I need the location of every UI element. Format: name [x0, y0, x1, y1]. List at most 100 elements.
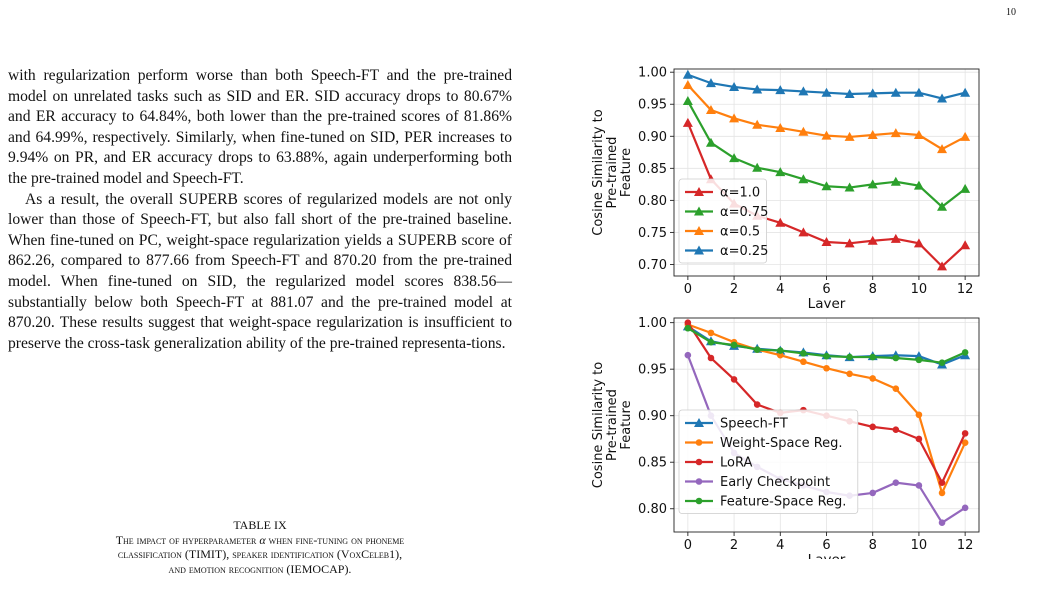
data-point-0-5 — [844, 131, 855, 141]
caption-line-1: The impact of hyperparameter α when fine… — [115, 532, 405, 547]
data-point-0-5 — [867, 130, 878, 140]
x-tick-label: 4 — [776, 282, 784, 297]
legend-label-lora: LoRA — [720, 456, 752, 471]
x-tick-label: 12 — [957, 538, 974, 553]
data-point-1-0 — [775, 217, 786, 227]
data-point-lora — [707, 354, 715, 362]
data-point-0-25 — [937, 93, 948, 103]
data-point-0-75 — [705, 137, 716, 147]
data-point-1-0 — [798, 227, 809, 237]
data-point-weight-space-reg — [846, 370, 853, 378]
data-point-lora — [684, 319, 692, 326]
legend-swatch-marker — [694, 206, 704, 216]
data-point-0-25 — [798, 86, 809, 96]
data-point-lora — [915, 435, 923, 443]
legend-swatch-marker — [695, 497, 703, 505]
data-point-0-25 — [705, 78, 716, 88]
data-point-lora — [961, 430, 969, 437]
data-point-0-5 — [752, 119, 763, 129]
x-tick-label: 12 — [957, 282, 974, 297]
y-tick-label: 0.70 — [638, 258, 667, 273]
data-point-feature-space-reg — [707, 338, 715, 346]
x-tick-label: 0 — [684, 538, 692, 553]
data-point-0-25 — [752, 84, 763, 94]
data-point-0-75 — [729, 153, 740, 163]
data-point-1-0 — [960, 240, 971, 250]
y-axis-label: Cosine Similarity toPre-trainedFeature — [591, 109, 634, 235]
data-point-feature-space-reg — [892, 354, 900, 362]
data-point-0-75 — [775, 167, 786, 177]
x-tick-label: 2 — [730, 538, 738, 553]
paragraph-2: As a result, the overall SUPERB scores o… — [8, 190, 512, 352]
data-point-lora — [892, 426, 900, 433]
data-point-0-25 — [867, 88, 878, 98]
y-axis-label-line: Pre-trained — [605, 137, 620, 209]
data-point-lora — [753, 401, 761, 408]
data-point-feature-space-reg — [961, 349, 969, 356]
legend-label-feature-space-reg: Feature-Space Reg. — [720, 495, 846, 510]
legend-label-speech-ft: Speech-FT — [720, 417, 788, 432]
data-point-1-0 — [682, 117, 693, 127]
data-point-0-5 — [705, 105, 716, 115]
data-point-early-checkpoint — [684, 351, 692, 359]
data-point-0-5 — [937, 144, 948, 154]
y-tick-label: 0.75 — [638, 226, 667, 241]
alpha-symbol: α — [259, 532, 266, 547]
chart-alpha-similarity: 0 2 4 6 8 10 12 0.70 0.75 0.80 0.85 0.90 0.95 1.00 Lay… — [582, 63, 982, 308]
legend-swatch-marker — [695, 439, 703, 446]
x-tick-label: 6 — [822, 538, 830, 553]
y-tick-label: 1.00 — [638, 316, 667, 331]
y-tick-label: 0.85 — [638, 456, 667, 471]
y-tick-label: 0.90 — [638, 409, 667, 424]
x-tick-label: 10 — [911, 538, 928, 553]
data-point-0-25 — [821, 87, 832, 97]
x-axis-label: Layer — [808, 552, 846, 559]
x-tick-label: 10 — [911, 282, 928, 297]
data-point-0-5 — [682, 80, 693, 90]
y-axis-label-line: Pre-trained — [605, 389, 620, 461]
data-point-feature-space-reg — [846, 353, 853, 361]
y-tick-label: 0.85 — [638, 162, 667, 177]
legend-label-0-75: α=0.75 — [720, 205, 768, 220]
legend: α=1.0 α=0.75 α=0.5 α=0.25 — [678, 178, 768, 264]
x-tick-label: 2 — [730, 282, 738, 297]
y-tick-label: 1.00 — [638, 66, 667, 81]
data-point-0-5 — [821, 130, 832, 140]
data-point-0-25 — [682, 69, 693, 79]
data-point-1-0 — [890, 233, 901, 243]
legend-label-1-0: α=1.0 — [720, 186, 760, 201]
data-point-weight-space-reg — [961, 439, 969, 446]
data-point-1-0 — [937, 261, 948, 271]
legend-swatch-marker — [695, 458, 703, 466]
legend-label-early-checkpoint: Early Checkpoint — [720, 475, 830, 490]
data-point-weight-space-reg — [915, 411, 923, 419]
y-axis-label-line: Cosine Similarity to — [591, 362, 606, 488]
data-point-0-75 — [960, 183, 971, 193]
data-point-0-25 — [775, 85, 786, 95]
paragraph-1: with regularization perform worse than b… — [8, 67, 512, 187]
data-point-feature-space-reg — [915, 356, 923, 364]
y-tick-label: 0.95 — [638, 98, 667, 113]
x-tick-label: 4 — [776, 538, 784, 553]
data-point-feature-space-reg — [938, 359, 946, 366]
data-point-feature-space-reg — [753, 346, 761, 353]
data-point-0-25 — [913, 87, 924, 97]
data-point-0-75 — [821, 181, 832, 191]
data-point-1-0 — [844, 238, 855, 248]
data-point-0-5 — [960, 131, 971, 141]
x-tick-label: 8 — [869, 282, 877, 297]
page-number: 10 — [1006, 7, 1016, 18]
legend-swatch-marker — [695, 478, 703, 485]
data-point-early-checkpoint — [892, 479, 900, 486]
x-axis-label: Layer — [808, 296, 846, 308]
x-tick-label: 8 — [869, 538, 877, 553]
data-point-feature-space-reg — [776, 347, 784, 354]
y-axis-label-line: Cosine Similarity to — [591, 109, 606, 235]
legend-swatch-marker — [694, 226, 704, 235]
legend-box — [678, 409, 859, 514]
data-point-0-25 — [844, 88, 855, 98]
legend-label-0-25: α=0.25 — [720, 244, 768, 259]
legend: Speech-FT Weight-Space Reg. LoRA Early Chec… — [678, 409, 859, 514]
legend-swatch-marker — [694, 245, 704, 255]
data-point-weight-space-reg — [776, 351, 784, 359]
